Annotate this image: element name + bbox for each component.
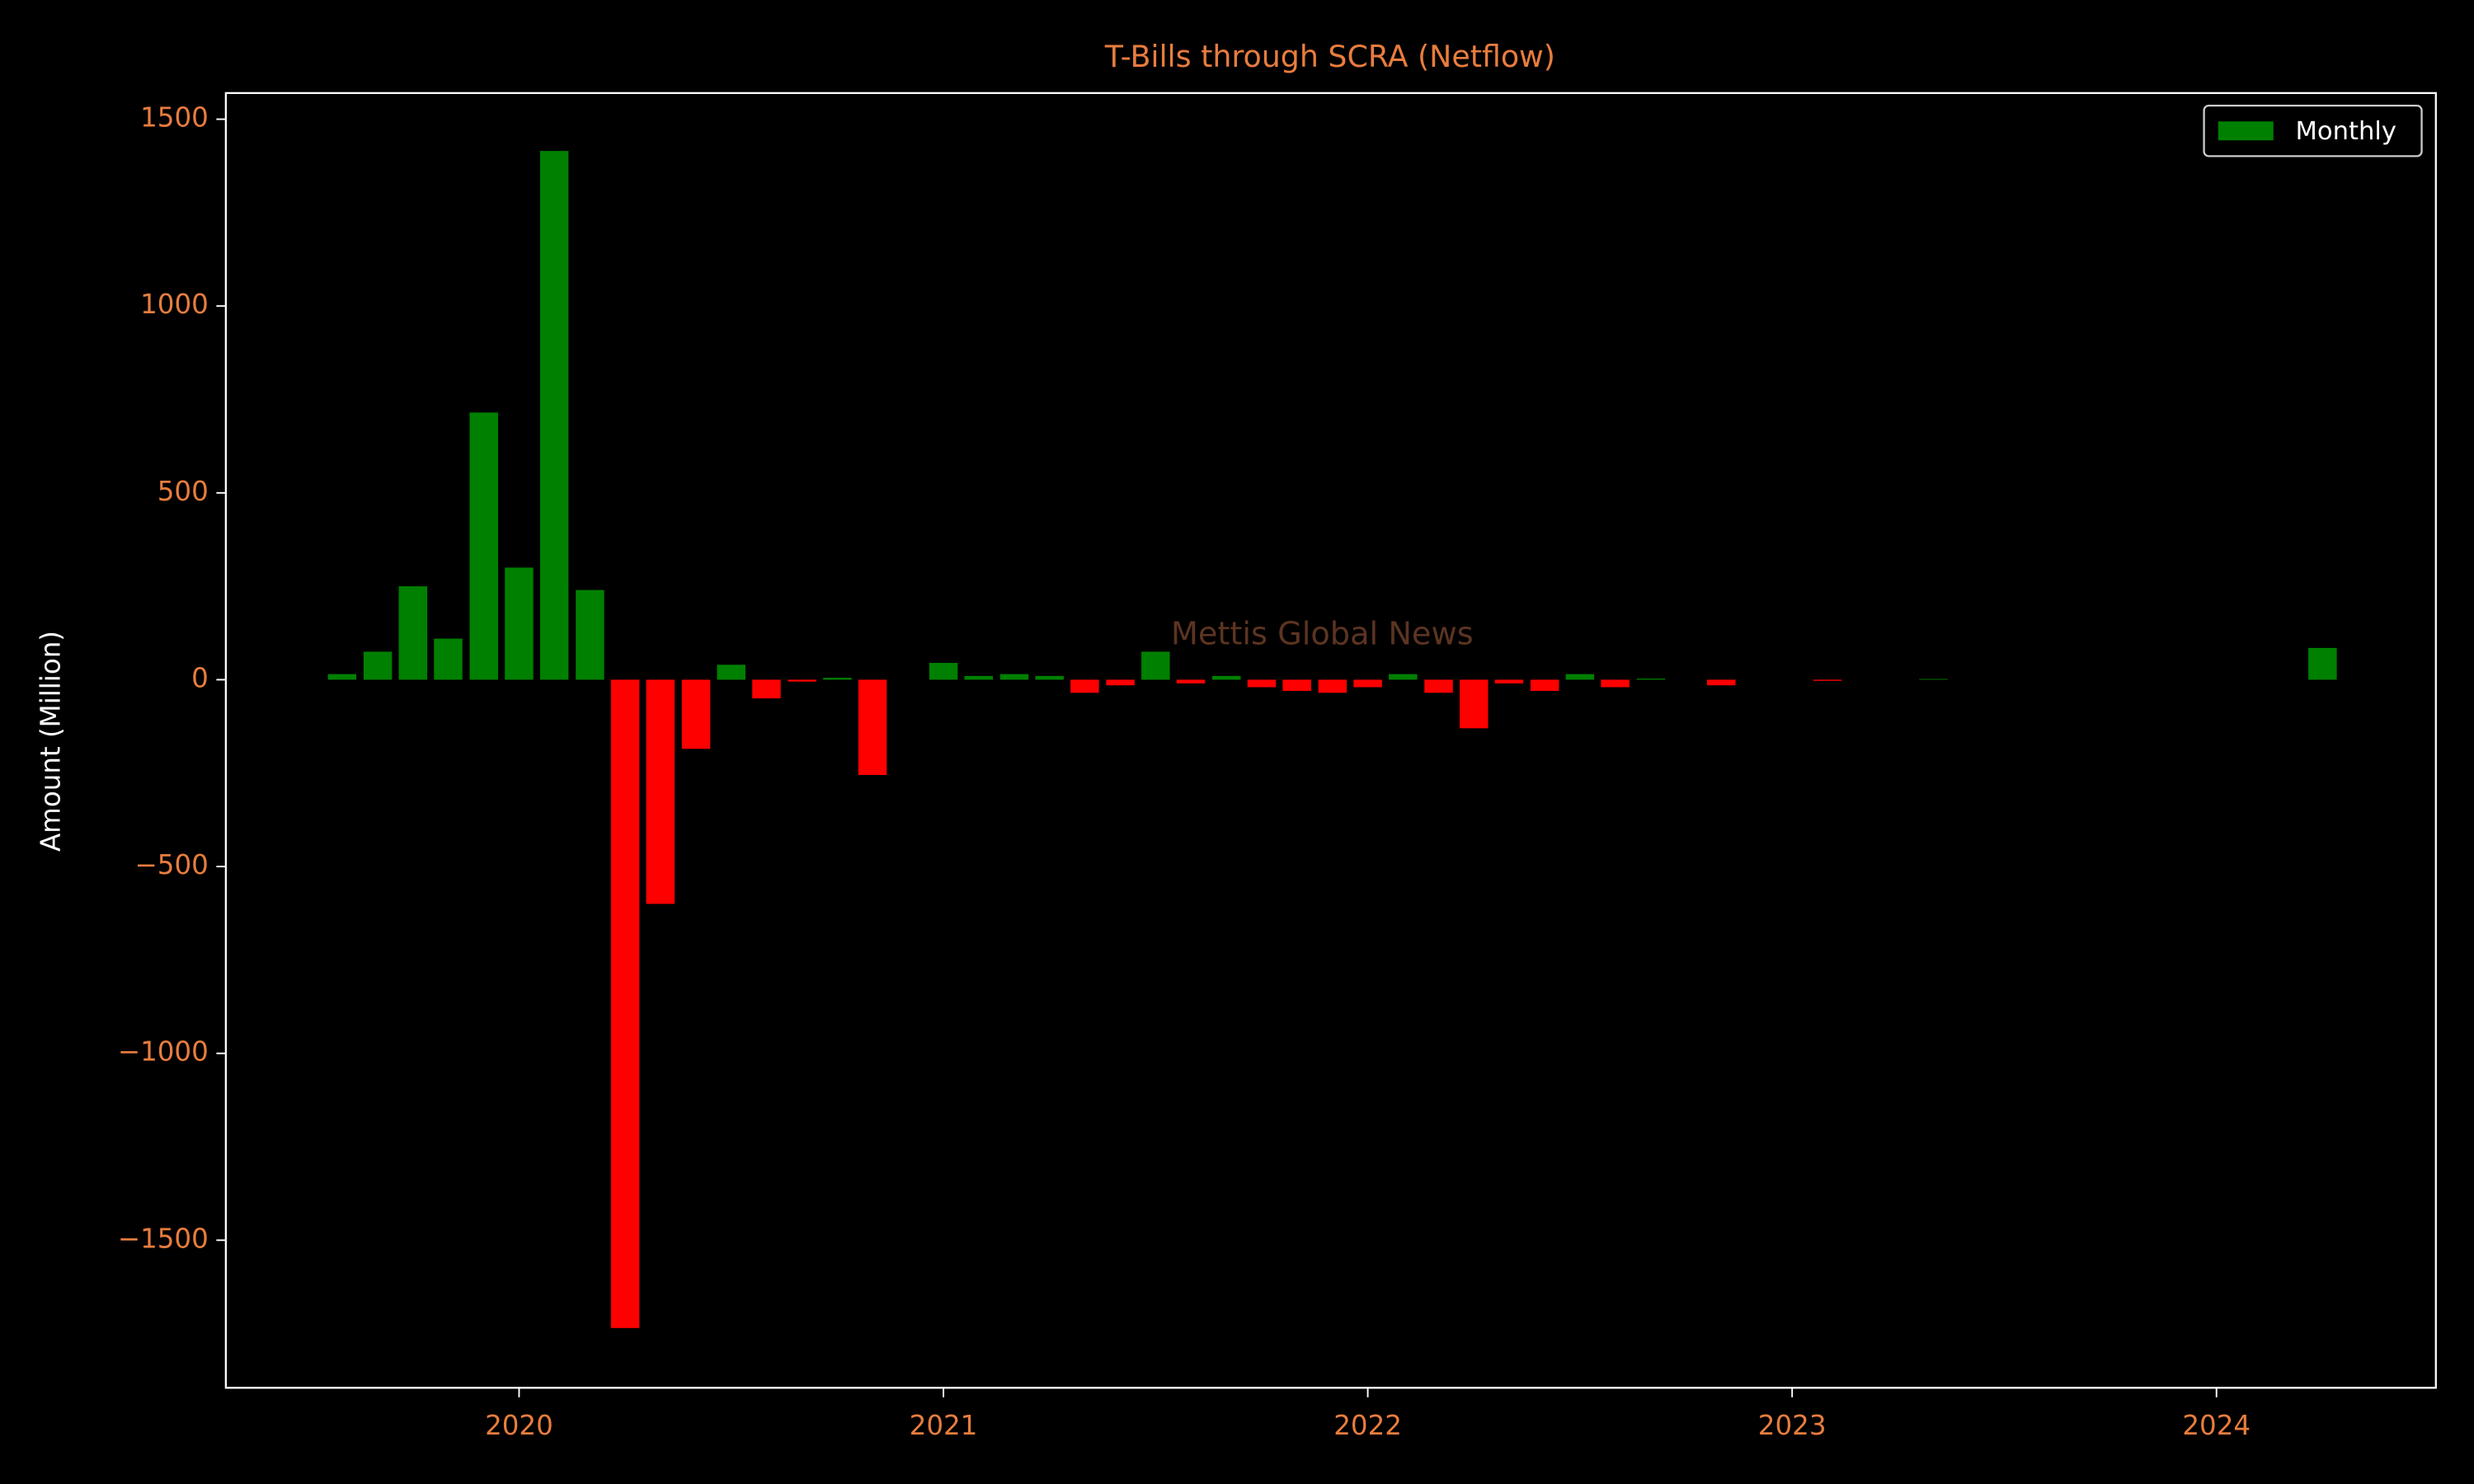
legend-box: [2203, 105, 2423, 157]
bar: [1530, 679, 1559, 692]
bar: [646, 679, 675, 904]
bar: [1459, 679, 1489, 729]
bar: [327, 674, 357, 680]
bar: [610, 679, 640, 1328]
bar: [788, 679, 816, 682]
bar: [1176, 679, 1206, 683]
bar: [717, 665, 745, 680]
y-tick-label: 1000: [140, 289, 209, 320]
bar: [539, 151, 569, 680]
bar: [1318, 679, 1348, 693]
y-axis-label: Amount (Million): [35, 631, 66, 852]
y-tick-label: −500: [135, 849, 209, 881]
bar: [681, 679, 711, 749]
bar: [398, 586, 428, 680]
bar: [1919, 679, 1948, 680]
bar: [363, 651, 393, 680]
bar: [469, 412, 498, 680]
bar: [1601, 679, 1630, 688]
legend-label: Monthly: [2296, 117, 2397, 146]
bar: [1389, 674, 1418, 680]
x-tick-label: 2023: [1758, 1410, 1827, 1441]
bar: [1070, 679, 1099, 693]
plot-frame: [224, 92, 2437, 1389]
y-tick-label: −1000: [118, 1036, 209, 1068]
bar: [2308, 647, 2337, 680]
bar: [1706, 679, 1736, 686]
bar: [752, 679, 781, 699]
bar: [823, 678, 852, 680]
bar: [576, 589, 604, 680]
y-tick-label: 1500: [140, 102, 209, 134]
bar: [964, 675, 993, 680]
bar: [505, 567, 534, 680]
bar: [1141, 651, 1170, 680]
bar: [434, 638, 463, 680]
bar: [1282, 679, 1311, 692]
x-tick-label: 2021: [910, 1410, 978, 1441]
bar: [929, 663, 958, 680]
bar: [1035, 675, 1064, 680]
y-tick-label: −1500: [118, 1223, 209, 1254]
bar: [1353, 679, 1382, 688]
bar: [1106, 679, 1135, 686]
x-tick-label: 2022: [1333, 1410, 1402, 1441]
bar: [1247, 679, 1277, 688]
x-tick-label: 2024: [2182, 1410, 2251, 1441]
bar: [858, 679, 887, 776]
bar: [1565, 674, 1595, 680]
y-tick-label: 0: [191, 662, 209, 693]
bar: [1424, 679, 1453, 693]
watermark: Mettis Global News: [1171, 615, 1474, 652]
y-tick-label: 500: [158, 476, 209, 507]
chart-title: T-Bills through SCRA (Netflow): [1104, 39, 1555, 74]
bar: [1211, 675, 1241, 680]
bar: [999, 674, 1029, 680]
bar: [1813, 679, 1842, 681]
legend-swatch: [2218, 121, 2274, 141]
bar: [1494, 679, 1524, 683]
x-tick-label: 2020: [485, 1410, 553, 1441]
